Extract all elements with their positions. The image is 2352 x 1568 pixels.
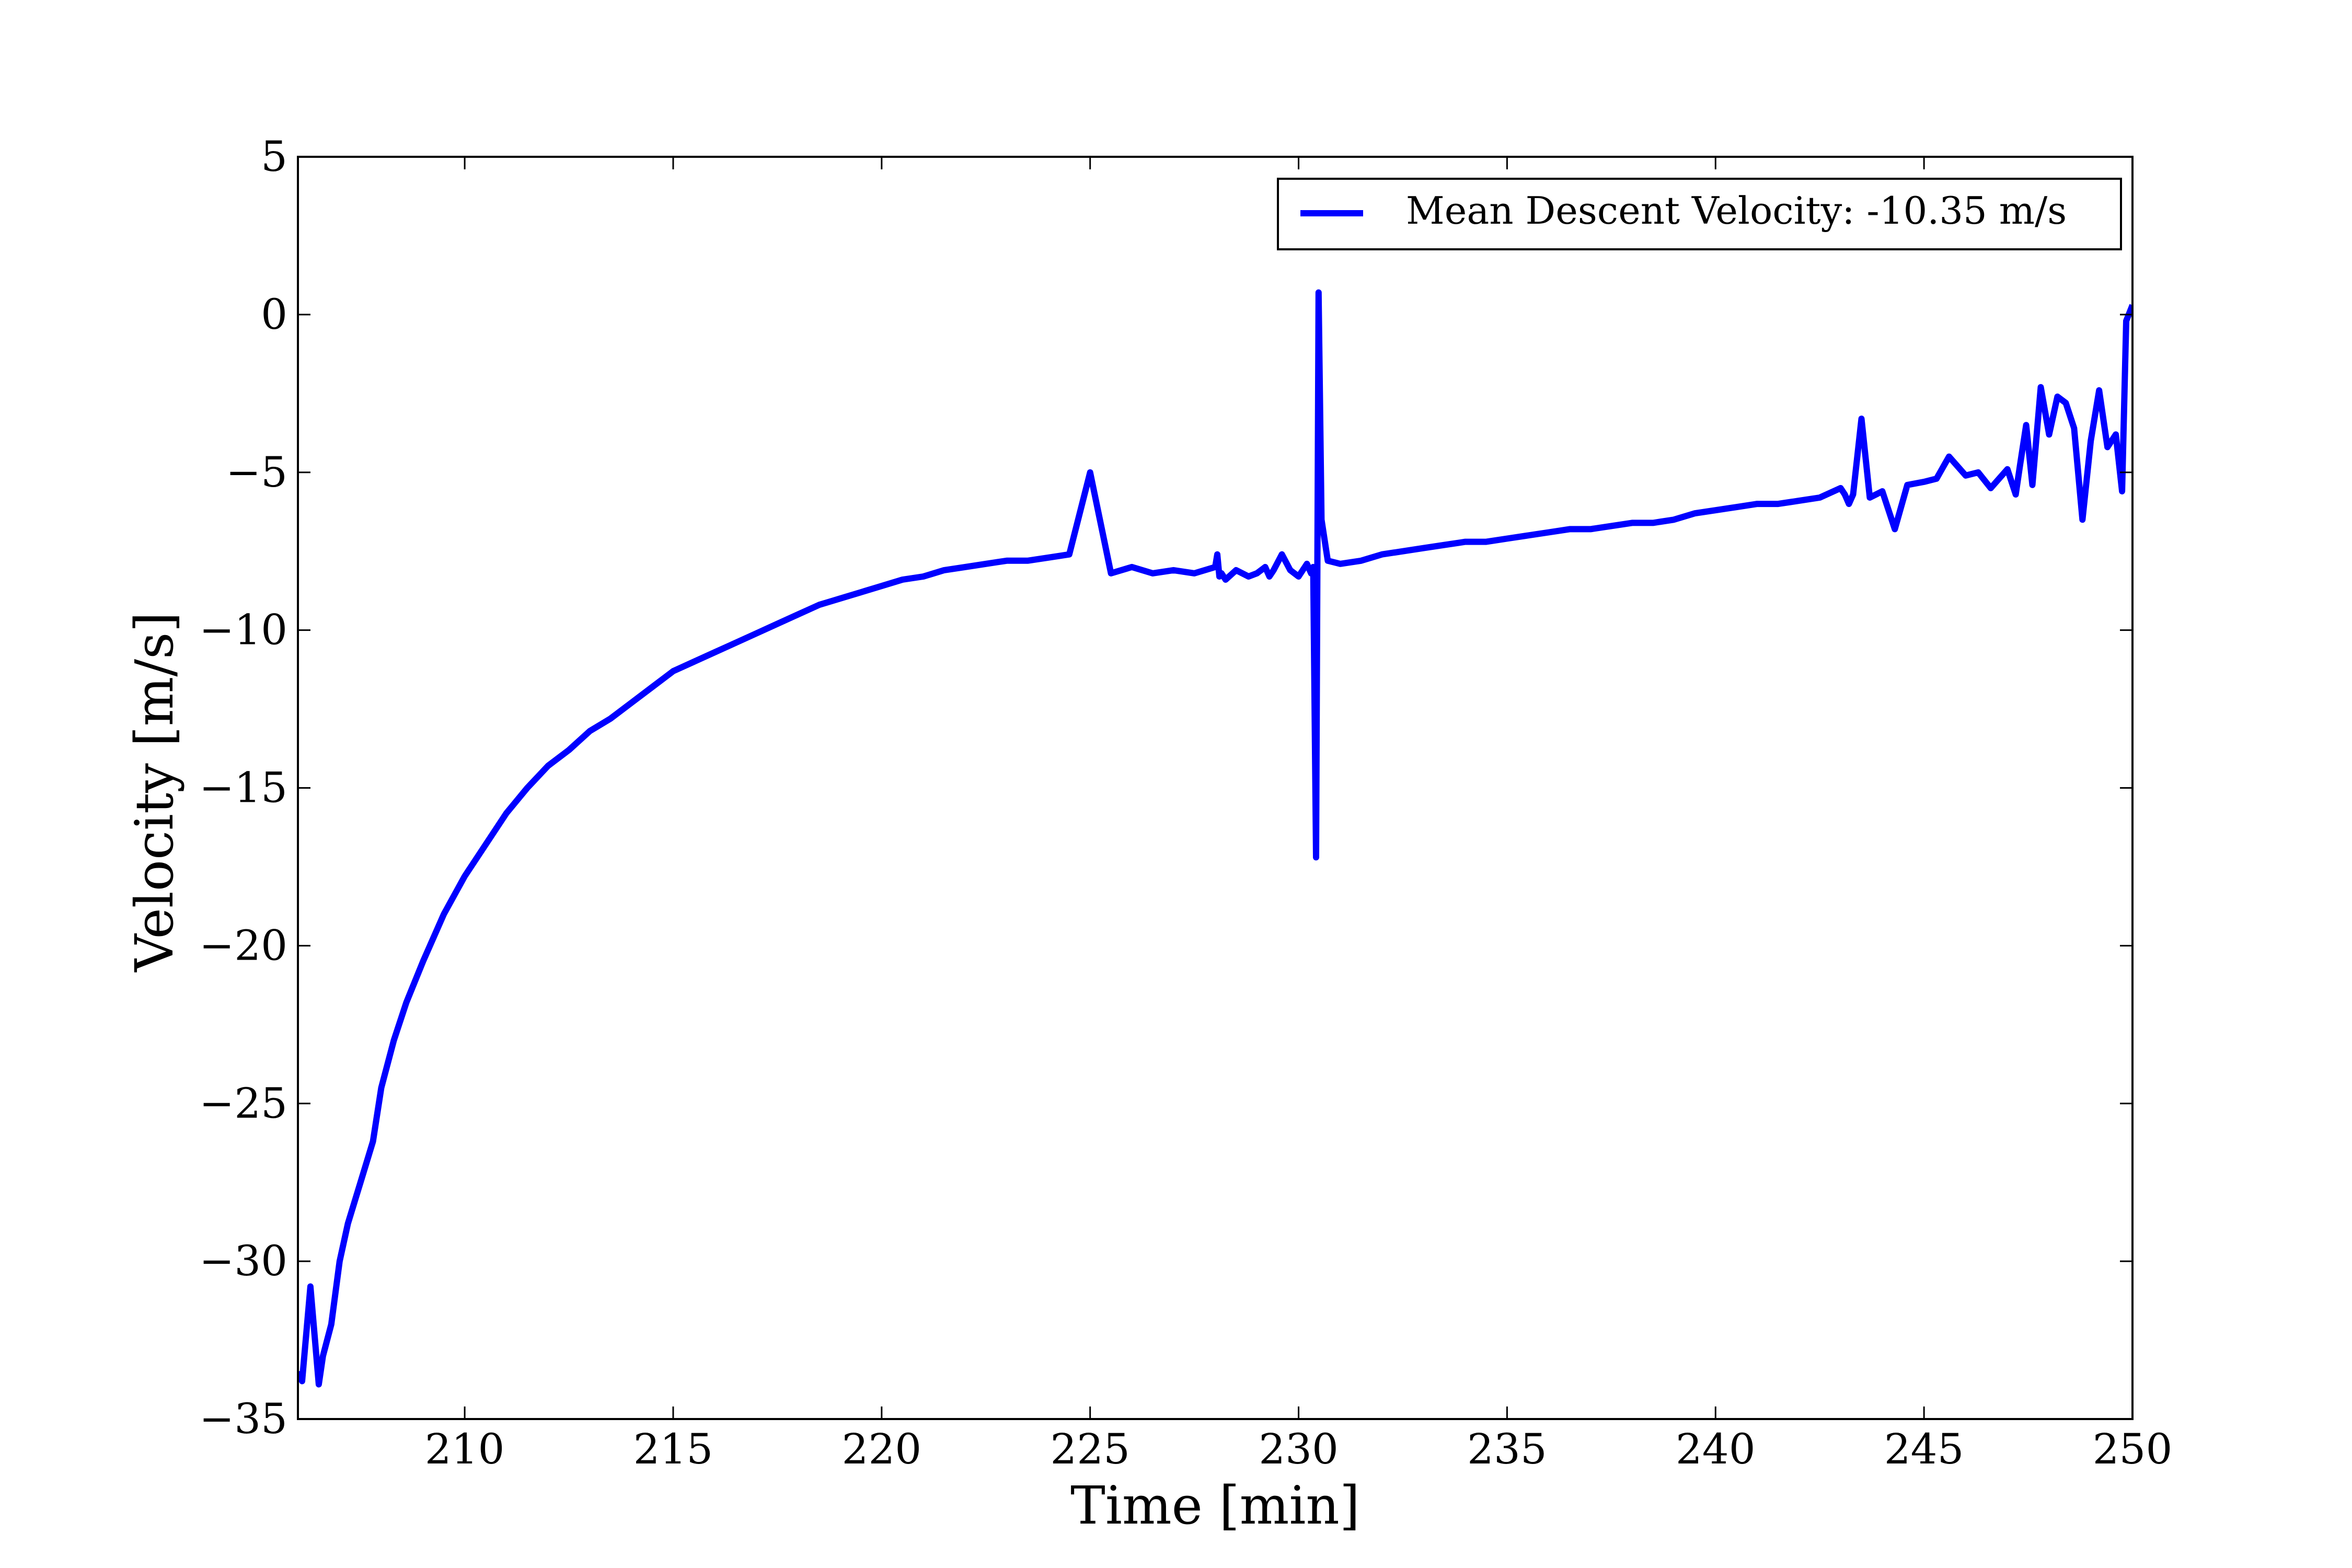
axis-ticks: 210 215 220 225 230 235 240 245 250 5 0 −5 −10 −15 −20…: [199, 132, 2172, 1473]
y-tick-label: 0: [261, 290, 287, 339]
legend-box: [1277, 178, 2122, 250]
x-axis-label: Time [min]: [1070, 1475, 1360, 1536]
y-tick-label: −25: [199, 1079, 287, 1127]
x-tick-label: 220: [841, 1425, 921, 1473]
y-tick-label: −20: [199, 921, 287, 970]
x-tick-label: 250: [2093, 1425, 2173, 1473]
x-tick-label: 245: [1884, 1425, 1964, 1473]
series-line-0: [298, 289, 2132, 1388]
x-tick-label: 225: [1050, 1425, 1130, 1473]
plot-area: [298, 289, 2132, 1388]
y-tick-label: −5: [226, 448, 287, 497]
x-tick-label: 240: [1676, 1425, 1756, 1473]
x-tick-label: 235: [1467, 1425, 1547, 1473]
legend: Mean Descent Velocity: -10.35 m/s: [1277, 178, 2122, 250]
x-tick-label: 210: [425, 1425, 505, 1473]
x-tick-label: 230: [1259, 1425, 1339, 1473]
y-tick-label: −35: [199, 1394, 287, 1443]
plot-frame: [297, 156, 2134, 1420]
y-tick-label: 5: [261, 132, 287, 181]
y-tick-label: −30: [199, 1237, 287, 1285]
axis-labels: Time [min] Velocity [m/s]: [124, 612, 1360, 1536]
y-tick-label: −10: [199, 606, 287, 654]
y-tick-label: −15: [199, 764, 287, 812]
x-tick-label: 215: [633, 1425, 713, 1473]
y-axis-label: Velocity [m/s]: [124, 612, 185, 973]
legend-label: Mean Descent Velocity: -10.35 m/s: [1406, 189, 2067, 233]
